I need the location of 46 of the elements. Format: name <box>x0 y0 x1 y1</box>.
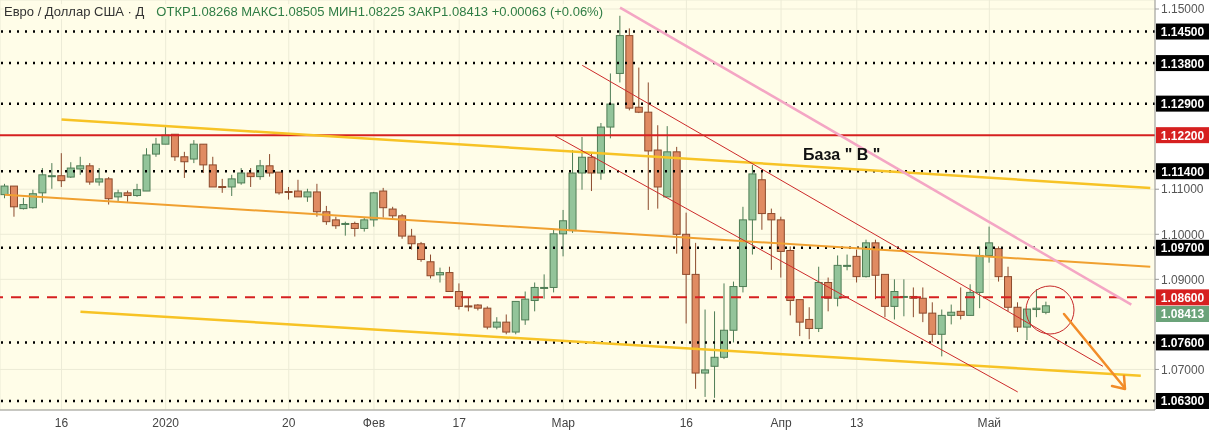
y-tick-label: 1.11000 <box>1161 182 1204 197</box>
y-tick-label: 1.07000 <box>1161 362 1205 377</box>
candlestick <box>701 309 710 398</box>
candlestick <box>956 286 965 320</box>
x-tick-label: Мар <box>551 415 576 430</box>
ref-line-label: 1.11400 <box>1161 164 1205 179</box>
x-tick-label: Фев <box>362 415 386 430</box>
x-tick-label: 16 <box>54 415 69 430</box>
candlestick <box>256 159 265 181</box>
text: 1.08413 <box>1156 306 1209 322</box>
candlestick <box>985 226 994 264</box>
ref-line-label: 1.06300 <box>1160 394 1205 409</box>
x-tick-label: 17 <box>452 415 467 430</box>
ref-line-label: 1.09700 <box>1160 241 1205 256</box>
candlestick <box>502 313 511 335</box>
x-tick-label: 20 <box>282 415 296 430</box>
y-tick-label: 1.15000 <box>1161 2 1205 17</box>
candlestick <box>246 167 255 188</box>
ref-line-label: 1.12200 <box>1160 128 1205 143</box>
candlestick <box>57 152 66 188</box>
candlestick <box>435 267 444 283</box>
candlestick <box>9 185 18 218</box>
x-tick-label: 2020 <box>152 415 180 430</box>
ref-line-label: 1.07600 <box>1160 335 1205 350</box>
x-tick-label: 13 <box>850 415 864 430</box>
ref-line-label: 1.08600 <box>1160 290 1205 305</box>
candlestick <box>890 278 899 320</box>
y-tick-label: 1.10000 <box>1161 227 1205 242</box>
ref-line-label: 1.13800 <box>1160 56 1205 71</box>
ref-line-label: 1.12900 <box>1160 97 1205 112</box>
x-tick-label: Май <box>977 415 1002 430</box>
x-tick-label: 16 <box>679 415 694 430</box>
candlestick <box>426 254 435 279</box>
candlestick <box>966 283 975 316</box>
ref-line-label: 1.14500 <box>1160 25 1205 40</box>
chart-subtitle: ОТКР1.08268 МАКС1.08505 МИН1.08225 ЗАКР1.08413 +0.00063 (+0.06%) <box>156 4 604 19</box>
y-tick-label: 1.09000 <box>1161 272 1205 287</box>
candlestick <box>199 143 208 174</box>
x-tick-label: Апр <box>770 415 792 430</box>
candlestick <box>379 187 388 219</box>
candlestick <box>587 152 596 192</box>
candlestick <box>189 139 198 164</box>
annotation: База " В " <box>803 146 881 164</box>
candlestick <box>104 176 113 206</box>
chart-title: Евро / Доллар США · Д <box>4 4 145 19</box>
candlestick <box>852 249 861 283</box>
